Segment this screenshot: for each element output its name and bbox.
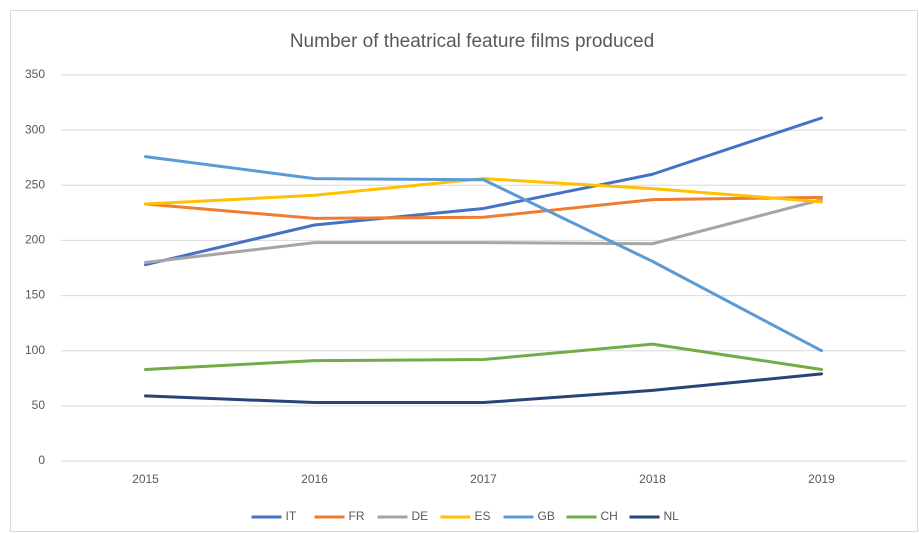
legend-label: IT — [286, 509, 297, 523]
legend-label: ES — [475, 509, 491, 523]
line-series — [144, 342, 823, 371]
x-tick-label: 2016 — [301, 472, 328, 486]
legend-label: CH — [601, 509, 618, 523]
y-tick-label: 100 — [25, 343, 45, 357]
y-tick-label: 0 — [38, 453, 45, 467]
line-series — [144, 198, 823, 264]
legend-label: GB — [538, 509, 555, 523]
y-tick-label: 350 — [25, 67, 45, 81]
x-tick-label: 2017 — [470, 472, 497, 486]
x-tick-label: 2018 — [639, 472, 666, 486]
y-tick-label: 50 — [32, 398, 46, 412]
line-series — [144, 195, 823, 220]
y-tick-label: 200 — [25, 233, 45, 247]
chart-title: Number of theatrical feature films produ… — [290, 31, 654, 52]
line-series — [144, 372, 823, 405]
y-tick-label: 150 — [25, 288, 45, 302]
chart-frame — [10, 10, 918, 532]
x-tick-label: 2015 — [132, 472, 159, 486]
x-tick-label: 2019 — [808, 472, 835, 486]
line-series — [144, 155, 823, 353]
y-tick-label: 300 — [25, 122, 45, 136]
legend-label: NL — [664, 509, 680, 523]
legend-label: DE — [412, 509, 429, 523]
legend-label: FR — [349, 509, 365, 523]
y-tick-label: 250 — [25, 177, 45, 191]
line-series — [144, 116, 823, 267]
